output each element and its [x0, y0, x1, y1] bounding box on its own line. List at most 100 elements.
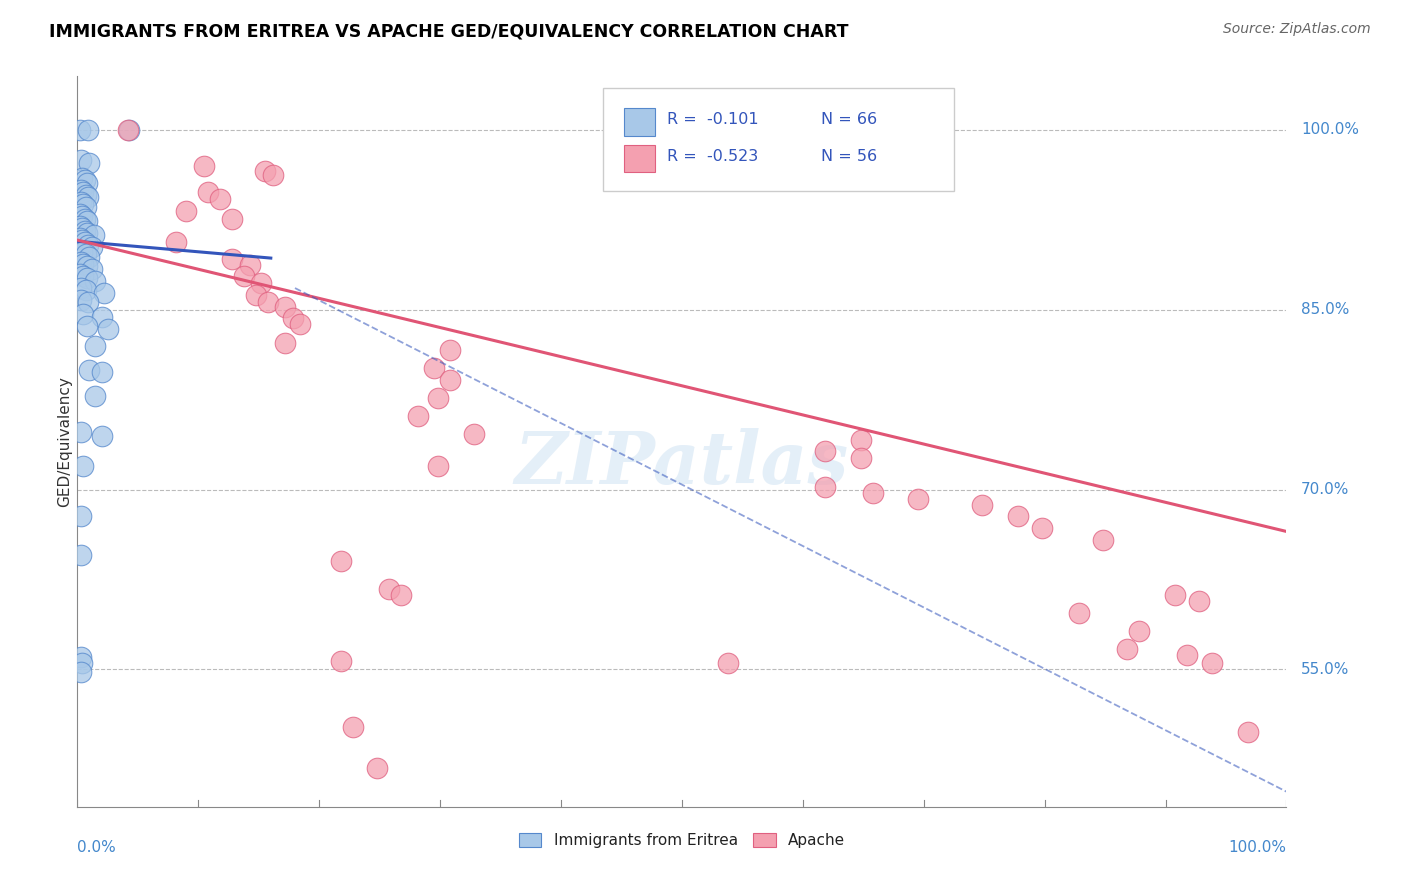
Point	[1128, 624, 1150, 638]
Point	[70, 508, 93, 523]
Point	[70, 657, 93, 671]
Point	[70, 221, 93, 235]
Point	[73, 223, 96, 237]
Point	[813, 480, 835, 494]
Point	[907, 492, 929, 507]
Point	[76, 226, 98, 240]
Point	[70, 245, 93, 260]
Point	[69, 207, 91, 221]
Point	[281, 311, 304, 326]
Point	[257, 295, 280, 310]
Point	[70, 209, 93, 223]
Point	[69, 122, 91, 136]
Point	[80, 240, 103, 254]
Text: 100.0%: 100.0%	[1301, 122, 1360, 137]
Point	[70, 549, 93, 563]
Text: N = 56: N = 56	[821, 149, 877, 164]
Point	[69, 219, 91, 233]
Point	[233, 268, 256, 283]
Point	[70, 665, 93, 679]
Point	[70, 254, 93, 268]
FancyBboxPatch shape	[603, 88, 955, 191]
Point	[262, 169, 284, 183]
Point	[193, 159, 215, 173]
Point	[70, 293, 93, 307]
Point	[1164, 588, 1187, 602]
Point	[76, 176, 98, 190]
Point	[1091, 533, 1114, 547]
Point	[166, 235, 188, 250]
Point	[70, 170, 93, 185]
Point	[342, 720, 364, 734]
Point	[84, 338, 107, 352]
Point	[79, 250, 101, 264]
Point	[463, 427, 485, 442]
Point	[1175, 648, 1198, 662]
Text: 55.0%: 55.0%	[1301, 662, 1350, 677]
Point	[970, 498, 993, 512]
Point	[83, 228, 105, 243]
Point	[76, 214, 98, 228]
Point	[117, 122, 139, 136]
Point	[77, 190, 100, 204]
Point	[245, 288, 267, 302]
Point	[72, 268, 94, 283]
Point	[80, 261, 103, 276]
Text: 100.0%: 100.0%	[1229, 840, 1286, 855]
Point	[717, 657, 740, 671]
Point	[329, 654, 352, 668]
Point	[1201, 657, 1223, 671]
Text: ZIPatlas: ZIPatlas	[515, 428, 849, 499]
Point	[288, 317, 311, 331]
Point	[1236, 724, 1258, 739]
Point	[426, 458, 449, 473]
Point	[862, 486, 884, 500]
Point	[1188, 594, 1211, 608]
Point	[1067, 606, 1090, 620]
Point	[274, 300, 297, 314]
FancyBboxPatch shape	[624, 108, 655, 136]
Point	[423, 361, 446, 376]
Point	[118, 122, 141, 136]
Point	[72, 257, 94, 271]
Point	[813, 444, 835, 458]
Point	[76, 319, 98, 334]
Text: 70.0%: 70.0%	[1301, 482, 1350, 497]
Point	[72, 197, 94, 211]
Point	[1031, 521, 1053, 535]
Point	[426, 392, 449, 406]
Point	[253, 163, 276, 178]
Text: IMMIGRANTS FROM ERITREA VS APACHE GED/EQUIVALENCY CORRELATION CHART: IMMIGRANTS FROM ERITREA VS APACHE GED/EQ…	[49, 22, 849, 40]
Point	[329, 554, 352, 568]
Point	[75, 284, 97, 298]
Point	[408, 409, 430, 424]
Point	[174, 204, 197, 219]
Point	[70, 153, 93, 167]
Point	[79, 156, 101, 170]
Point	[75, 200, 97, 214]
Point	[76, 260, 98, 274]
Point	[70, 183, 93, 197]
Point	[72, 185, 94, 199]
Point	[93, 285, 115, 300]
Text: R =  -0.101: R = -0.101	[668, 112, 759, 128]
Text: N = 66: N = 66	[821, 112, 877, 128]
Point	[69, 243, 91, 257]
Point	[90, 365, 112, 379]
Point	[1115, 642, 1137, 657]
Point	[378, 582, 401, 596]
Point	[389, 588, 412, 602]
Point	[96, 322, 118, 336]
Point	[1007, 508, 1029, 523]
Point	[70, 233, 93, 247]
Point	[221, 252, 243, 267]
Point	[79, 362, 101, 376]
Point	[73, 211, 96, 226]
Text: Source: ZipAtlas.com: Source: ZipAtlas.com	[1223, 22, 1371, 37]
Point	[90, 310, 112, 324]
Point	[73, 173, 96, 187]
Point	[70, 281, 93, 295]
Point	[221, 211, 243, 226]
Point	[77, 295, 100, 310]
Point	[274, 336, 297, 351]
